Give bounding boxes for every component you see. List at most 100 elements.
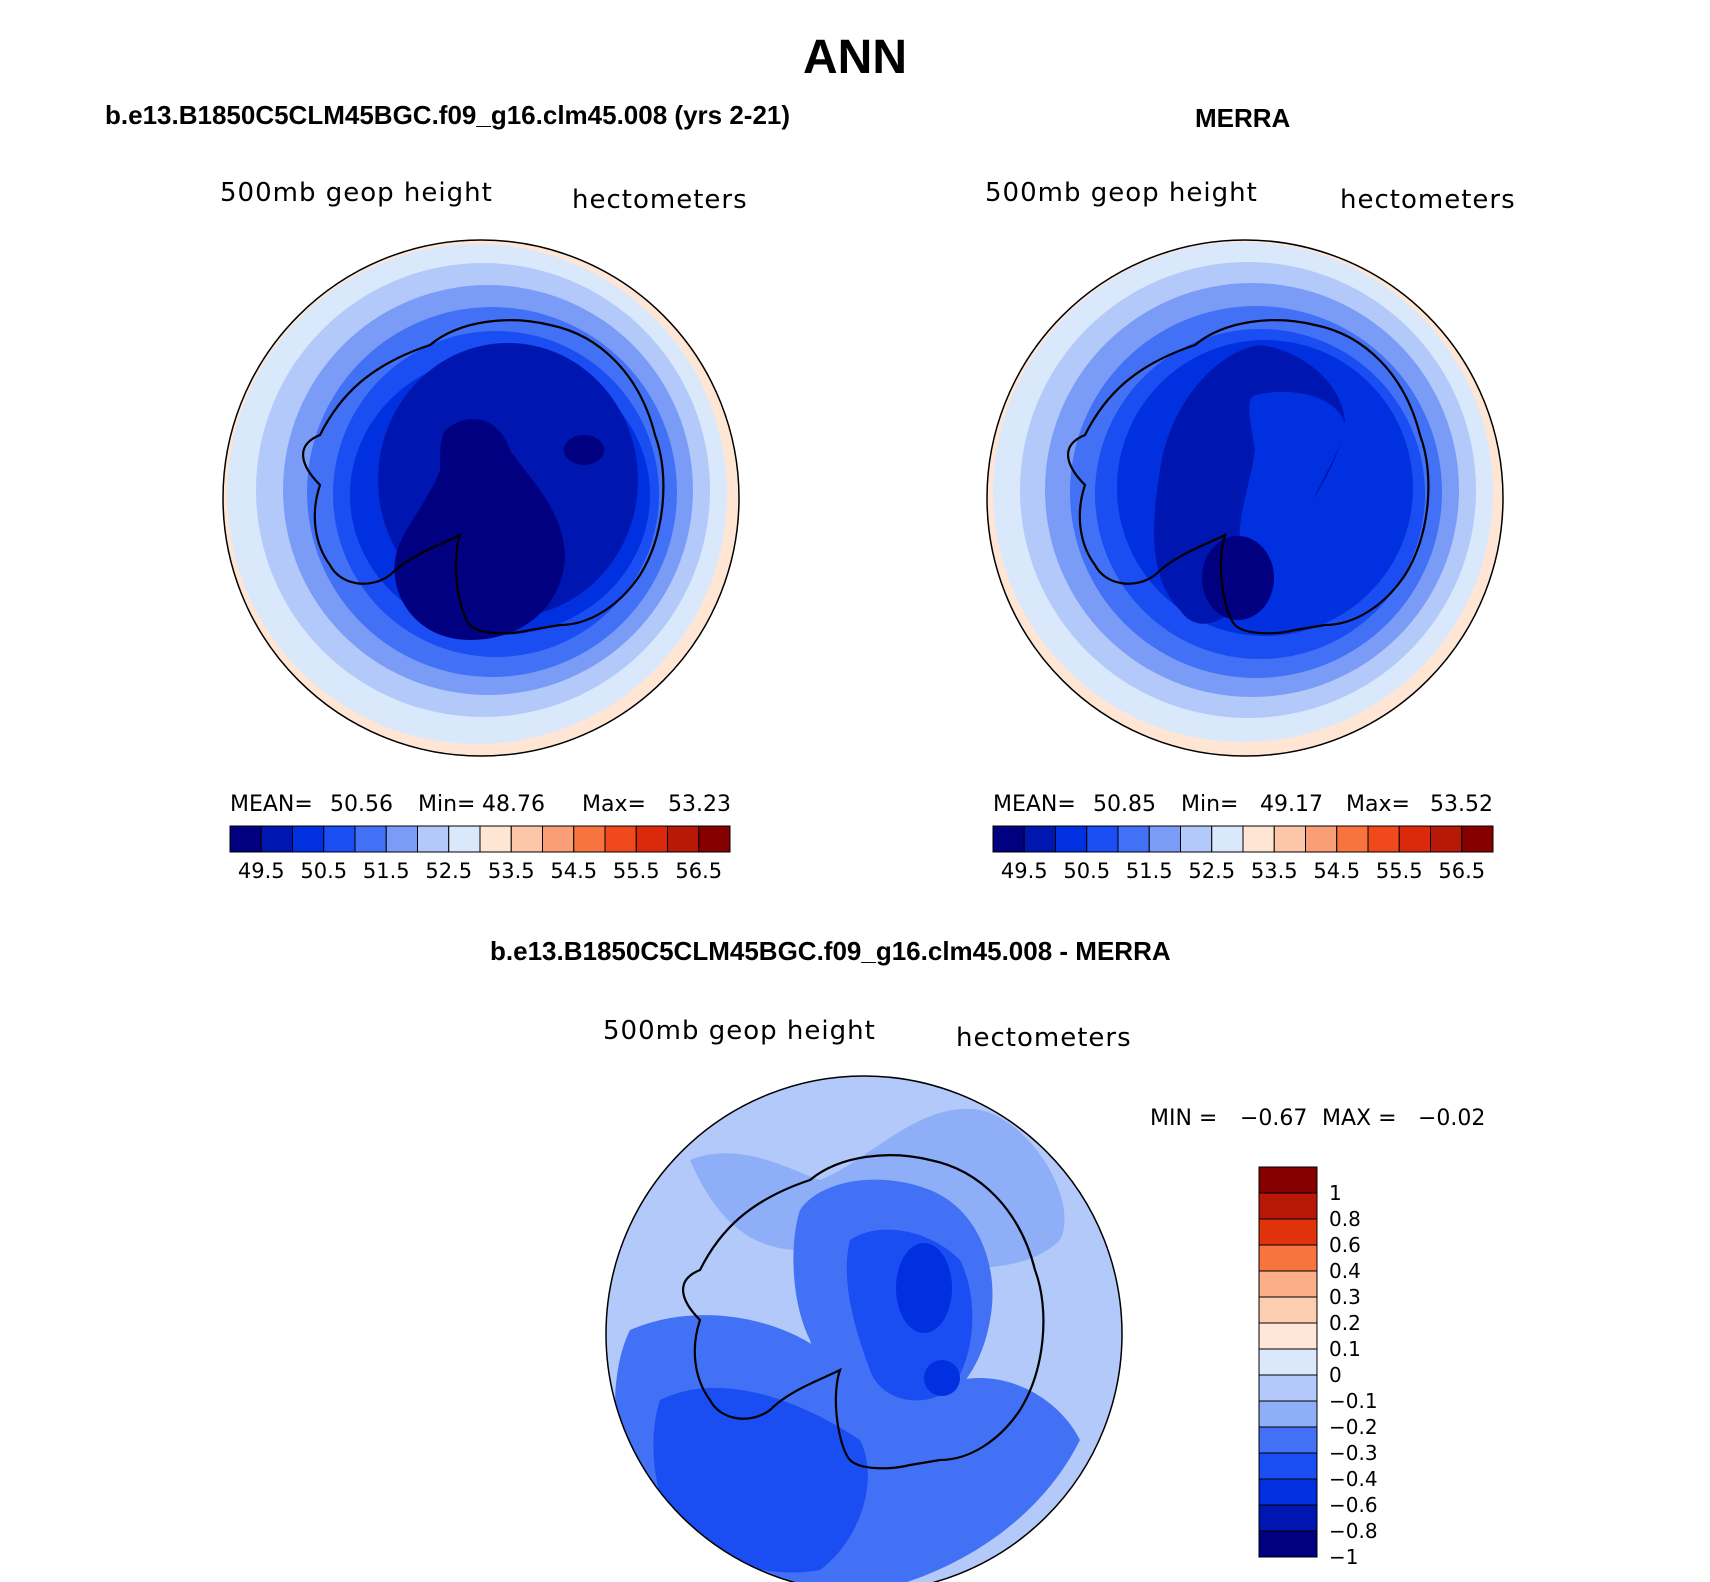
colorbar-tick-label: 54.5 [550,859,597,883]
colorbar-swatch [1258,1296,1318,1324]
colorbar-swatch [542,825,575,853]
colorbar-swatch [1258,1192,1318,1220]
panel1-colorbar: 49.5 50.5 51.5 52.5 53.5 54.5 55.5 56.5 [229,825,731,883]
colorbar-swatch [1258,1478,1318,1506]
colorbar-swatch [1117,825,1150,853]
colorbar-swatch [354,825,387,853]
colorbar-tick-label: 0.8 [1329,1207,1361,1231]
colorbar-swatch [604,825,637,853]
map-boundary [222,239,740,757]
colorbar-tick-label: 50.5 [300,859,347,883]
colorbar-swatch [1258,1400,1318,1428]
panel2-mean-value: 50.85 [1093,792,1156,817]
panel3-min-label: MIN = [1150,1106,1218,1131]
contour-band [394,419,565,640]
colorbar-swatch [992,825,1025,853]
colorbar-swatch [385,825,418,853]
colorbar-tick-label: 56.5 [675,859,722,883]
colorbar-tick-label: 55.5 [1376,859,1423,883]
panel1-min-label: Min= [418,792,476,817]
colorbar-swatch [1180,825,1213,853]
colorbar-swatch [1258,1452,1318,1480]
contour-band [653,1387,868,1573]
colorbar-tick-label: 51.5 [1126,859,1173,883]
colorbar-swatch [1258,1530,1318,1558]
colorbar-swatch [479,825,512,853]
panel1-mean-value: 50.56 [330,792,393,817]
colorbar-swatch [1430,825,1463,853]
panel1-min-value: 48.76 [482,792,545,817]
contour-band [896,1243,952,1333]
colorbar-tick-label: 0.3 [1329,1285,1361,1309]
panel1-max-value: 53.23 [668,792,731,817]
colorbar-tick-label: 0.1 [1329,1337,1361,1361]
colorbar-swatch [1336,825,1369,853]
colorbar-tick-label: −0.3 [1329,1441,1378,1465]
map-boundary [986,239,1504,757]
colorbar-tick-label: 0.6 [1329,1233,1361,1257]
panel3-map [605,1075,1123,1582]
panel1-max-label: Max= [582,792,646,817]
colorbar-swatch [1258,1426,1318,1454]
contour-band [564,435,604,465]
colorbar-swatch [417,825,450,853]
colorbar-tick-label: 0 [1329,1363,1342,1387]
colorbar-tick-label: 56.5 [1438,859,1485,883]
colorbar-swatch [1258,1166,1318,1194]
colorbar-tick-label: 49.5 [1001,859,1048,883]
panel2-min-value: 49.17 [1260,792,1323,817]
map-boundary [605,1075,1123,1582]
colorbar-tick-label: 49.5 [238,859,285,883]
colorbar-swatch [1258,1218,1318,1246]
panel3-units-label: hectometers [956,1023,1132,1053]
colorbar-tick-label: 53.5 [488,859,535,883]
colorbar-swatch [260,825,293,853]
colorbar-tick-label: 0.2 [1329,1311,1361,1335]
panel3-max-value: −0.02 [1418,1106,1486,1131]
panel2-min-label: Min= [1181,792,1239,817]
colorbar-tick-label: 1 [1329,1181,1342,1205]
colorbar-tick-label: −0.2 [1329,1415,1378,1439]
colorbar-swatch [573,825,606,853]
panel2-max-value: 53.52 [1430,792,1493,817]
panel2-variable-label: 500mb geop height [985,178,1258,208]
colorbar-tick-label: −0.4 [1329,1467,1378,1491]
colorbar-swatch [1258,1270,1318,1298]
colorbar-tick-label: 55.5 [613,859,660,883]
panel2-colorbar: 49.5 50.5 51.5 52.5 53.5 54.5 55.5 56.5 [992,825,1494,883]
colorbar-swatch [229,825,262,853]
panel3-max-label: MAX = [1322,1106,1397,1131]
colorbar-swatch [292,825,325,853]
panel2-map [986,239,1504,757]
colorbar-swatch [1148,825,1181,853]
colorbar-tick-label: −0.1 [1329,1389,1378,1413]
colorbar-tick-label: 51.5 [363,859,410,883]
panel1-mean-label: MEAN= [230,792,313,817]
colorbar-swatch [635,825,668,853]
colorbar-tick-label: 52.5 [425,859,472,883]
panel2-max-label: Max= [1346,792,1410,817]
panel1-map [222,239,740,757]
colorbar-swatch [1305,825,1338,853]
colorbar-swatch [1023,825,1056,853]
contour-band [1202,536,1274,620]
colorbar-tick-label: −0.8 [1329,1519,1378,1543]
colorbar-swatch [1086,825,1119,853]
colorbar-swatch [448,825,481,853]
panel3-title: b.e13.B1850C5CLM45BGC.f09_g16.clm45.008 … [490,936,1171,966]
colorbar-swatch [323,825,356,853]
panel3-variable-label: 500mb geop height [603,1016,876,1046]
panel2-units-label: hectometers [1340,185,1516,215]
colorbar-swatch [1258,1348,1318,1376]
colorbar-swatch [667,825,700,853]
panel1-units-label: hectometers [572,185,748,215]
panel2-mean-label: MEAN= [993,792,1076,817]
colorbar-swatch [1258,1322,1318,1350]
figure-title: ANN [803,31,907,84]
colorbar-tick-label: 54.5 [1313,859,1360,883]
panel3-min-value: −0.67 [1240,1106,1308,1131]
contour-band [924,1360,960,1396]
colorbar-swatch [1211,825,1244,853]
colorbar-swatch [1258,1244,1318,1272]
